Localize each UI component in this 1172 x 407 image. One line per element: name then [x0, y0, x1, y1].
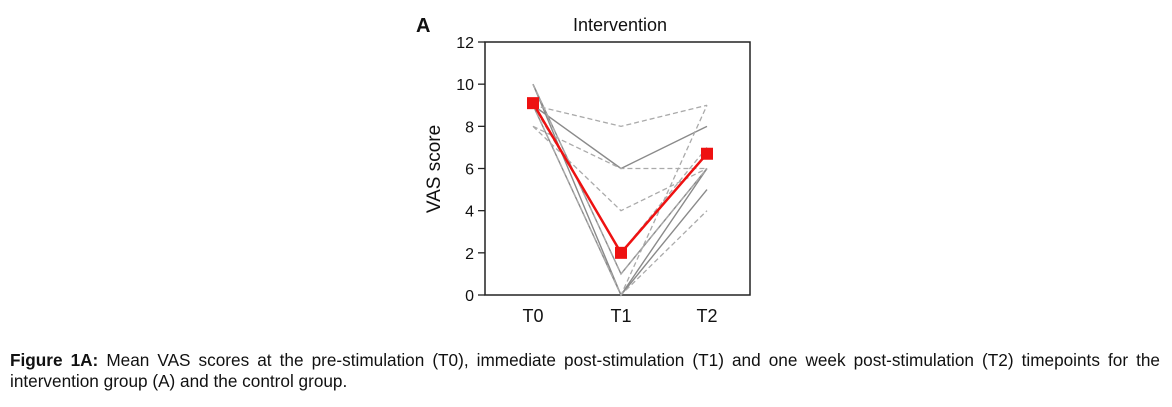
mean-marker: [527, 97, 539, 110]
y-tick-label: 8: [465, 119, 474, 136]
y-tick-label: 6: [465, 162, 474, 179]
caption-text: Mean VAS scores at the pre-stimulation (…: [10, 350, 1160, 391]
mean-marker: [701, 147, 713, 160]
y-tick-label: 0: [465, 288, 474, 305]
y-tick-label: 12: [456, 35, 474, 52]
panel-label: A: [416, 15, 430, 37]
subject-lines: [532, 83, 708, 297]
x-tick-label: T2: [696, 306, 717, 326]
chart-title: Intervention: [573, 15, 667, 35]
x-tick-label: T1: [610, 306, 631, 326]
y-axis: 0 2 4 6 8 10 12: [456, 35, 485, 305]
subject-line: [532, 83, 708, 276]
y-axis-label: VAS score: [424, 125, 445, 213]
y-tick-label: 10: [456, 77, 474, 94]
caption-label: Figure 1A:: [10, 350, 99, 370]
subject-line: [532, 104, 708, 254]
x-axis: T0 T1 T2: [522, 306, 717, 326]
y-tick-label: 4: [465, 204, 474, 221]
subject-line: [532, 104, 708, 170]
subject-line: [532, 104, 708, 297]
mean-marker: [615, 246, 627, 259]
figure-caption: Figure 1A: Mean VAS scores at the pre-st…: [10, 350, 1160, 392]
y-tick-label: 2: [465, 246, 474, 263]
subject-line: [532, 104, 708, 128]
x-tick-label: T0: [522, 306, 543, 326]
subject-line: [532, 83, 708, 297]
mean-line-group: [527, 97, 713, 259]
